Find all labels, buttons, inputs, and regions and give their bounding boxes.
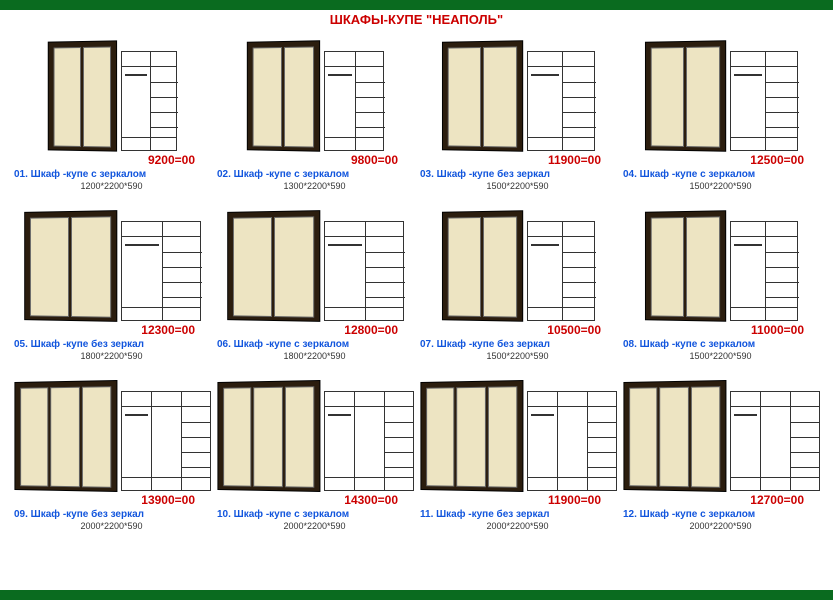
product-label: 10. Шкаф -купе с зеркалом [213, 509, 416, 520]
product-price: 12800=00 [213, 323, 416, 337]
product-images [10, 371, 213, 491]
product-price: 11900=00 [416, 153, 619, 167]
product-cell: 10500=00 07. Шкаф -купе без зеркал1500*22… [416, 201, 619, 361]
product-images [416, 371, 619, 491]
wardrobe-schematic [324, 391, 414, 491]
product-cell: 12800=00 06. Шкаф -купе с зеркалом1800*22… [213, 201, 416, 361]
product-price: 9800=00 [213, 153, 416, 167]
catalog-title: ШКАФЫ-КУПЕ "НЕАПОЛЬ" [0, 12, 833, 27]
product-dimensions: 1800*2200*590 [10, 351, 213, 361]
product-cell: 13900=00 09. Шкаф -купе без зеркал2000*22… [10, 371, 213, 531]
product-dimensions: 1500*2200*590 [416, 181, 619, 191]
wardrobe-render [226, 211, 320, 321]
product-price: 14300=00 [213, 493, 416, 507]
wardrobe-schematic [730, 391, 820, 491]
product-cell: 14300=00 10. Шкаф -купе с зеркалом2000*22… [213, 371, 416, 531]
wardrobe-render [644, 41, 726, 151]
product-label: 12. Шкаф -купе с зеркалом [619, 509, 822, 520]
wardrobe-render [13, 381, 117, 491]
wardrobe-render [441, 211, 523, 321]
product-grid: 9200=00 01. Шкаф -купе с зеркалом1200*220… [0, 31, 833, 541]
product-price: 9200=00 [10, 153, 213, 167]
wardrobe-render [47, 41, 117, 151]
product-dimensions: 2000*2200*590 [213, 521, 416, 531]
product-cell: 11900=00 11. Шкаф -купе без зеркал2000*22… [416, 371, 619, 531]
product-cell: 12300=00 05. Шкаф -купе без зеркал1800*22… [10, 201, 213, 361]
product-cell: 9200=00 01. Шкаф -купе с зеркалом1200*220… [10, 31, 213, 191]
product-images [213, 201, 416, 321]
product-label: 01. Шкаф -купе с зеркалом [10, 169, 213, 180]
product-dimensions: 2000*2200*590 [619, 521, 822, 531]
product-price: 12700=00 [619, 493, 822, 507]
product-dimensions: 1300*2200*590 [213, 181, 416, 191]
product-images [619, 371, 822, 491]
product-price: 11000=00 [619, 323, 822, 337]
wardrobe-schematic [121, 51, 177, 151]
product-label: 04. Шкаф -купе с зеркалом [619, 169, 822, 180]
product-price: 10500=00 [416, 323, 619, 337]
product-images [416, 31, 619, 151]
product-images [213, 371, 416, 491]
product-label: 05. Шкаф -купе без зеркал [10, 339, 213, 350]
product-label: 07. Шкаф -купе без зеркал [416, 339, 619, 350]
product-images [10, 31, 213, 151]
product-images [10, 201, 213, 321]
product-cell: 11000=00 08. Шкаф -купе с зеркалом1500*22… [619, 201, 822, 361]
product-dimensions: 1800*2200*590 [213, 351, 416, 361]
product-dimensions: 1500*2200*590 [619, 351, 822, 361]
product-dimensions: 2000*2200*590 [10, 521, 213, 531]
product-price: 12300=00 [10, 323, 213, 337]
product-cell: 12700=00 12. Шкаф -купе с зеркалом2000*22… [619, 371, 822, 531]
product-images [416, 201, 619, 321]
product-dimensions: 2000*2200*590 [416, 521, 619, 531]
product-label: 11. Шкаф -купе без зеркал [416, 509, 619, 520]
wardrobe-render [246, 41, 320, 151]
product-label: 09. Шкаф -купе без зеркал [10, 509, 213, 520]
wardrobe-schematic [730, 51, 798, 151]
wardrobe-schematic [527, 51, 595, 151]
product-dimensions: 1200*2200*590 [10, 181, 213, 191]
top-bar [0, 0, 833, 10]
wardrobe-schematic [527, 221, 595, 321]
product-dimensions: 1500*2200*590 [619, 181, 822, 191]
wardrobe-schematic [121, 391, 211, 491]
product-cell: 11900=00 03. Шкаф -купе без зеркал1500*22… [416, 31, 619, 191]
product-price: 12500=00 [619, 153, 822, 167]
product-images [619, 201, 822, 321]
wardrobe-render [644, 211, 726, 321]
product-label: 06. Шкаф -купе с зеркалом [213, 339, 416, 350]
product-price: 11900=00 [416, 493, 619, 507]
product-dimensions: 1500*2200*590 [416, 351, 619, 361]
wardrobe-render [216, 381, 320, 491]
product-cell: 12500=00 04. Шкаф -купе с зеркалом1500*22… [619, 31, 822, 191]
product-cell: 9800=00 02. Шкаф -купе с зеркалом1300*220… [213, 31, 416, 191]
wardrobe-schematic [324, 221, 404, 321]
product-label: 08. Шкаф -купе с зеркалом [619, 339, 822, 350]
wardrobe-schematic [527, 391, 617, 491]
wardrobe-schematic [121, 221, 201, 321]
product-price: 13900=00 [10, 493, 213, 507]
wardrobe-render [419, 381, 523, 491]
product-label: 02. Шкаф -купе с зеркалом [213, 169, 416, 180]
product-label: 03. Шкаф -купе без зеркал [416, 169, 619, 180]
bottom-bar [0, 590, 833, 600]
product-images [213, 31, 416, 151]
wardrobe-render [23, 211, 117, 321]
wardrobe-render [441, 41, 523, 151]
wardrobe-schematic [324, 51, 384, 151]
wardrobe-render [622, 381, 726, 491]
product-images [619, 31, 822, 151]
wardrobe-schematic [730, 221, 798, 321]
